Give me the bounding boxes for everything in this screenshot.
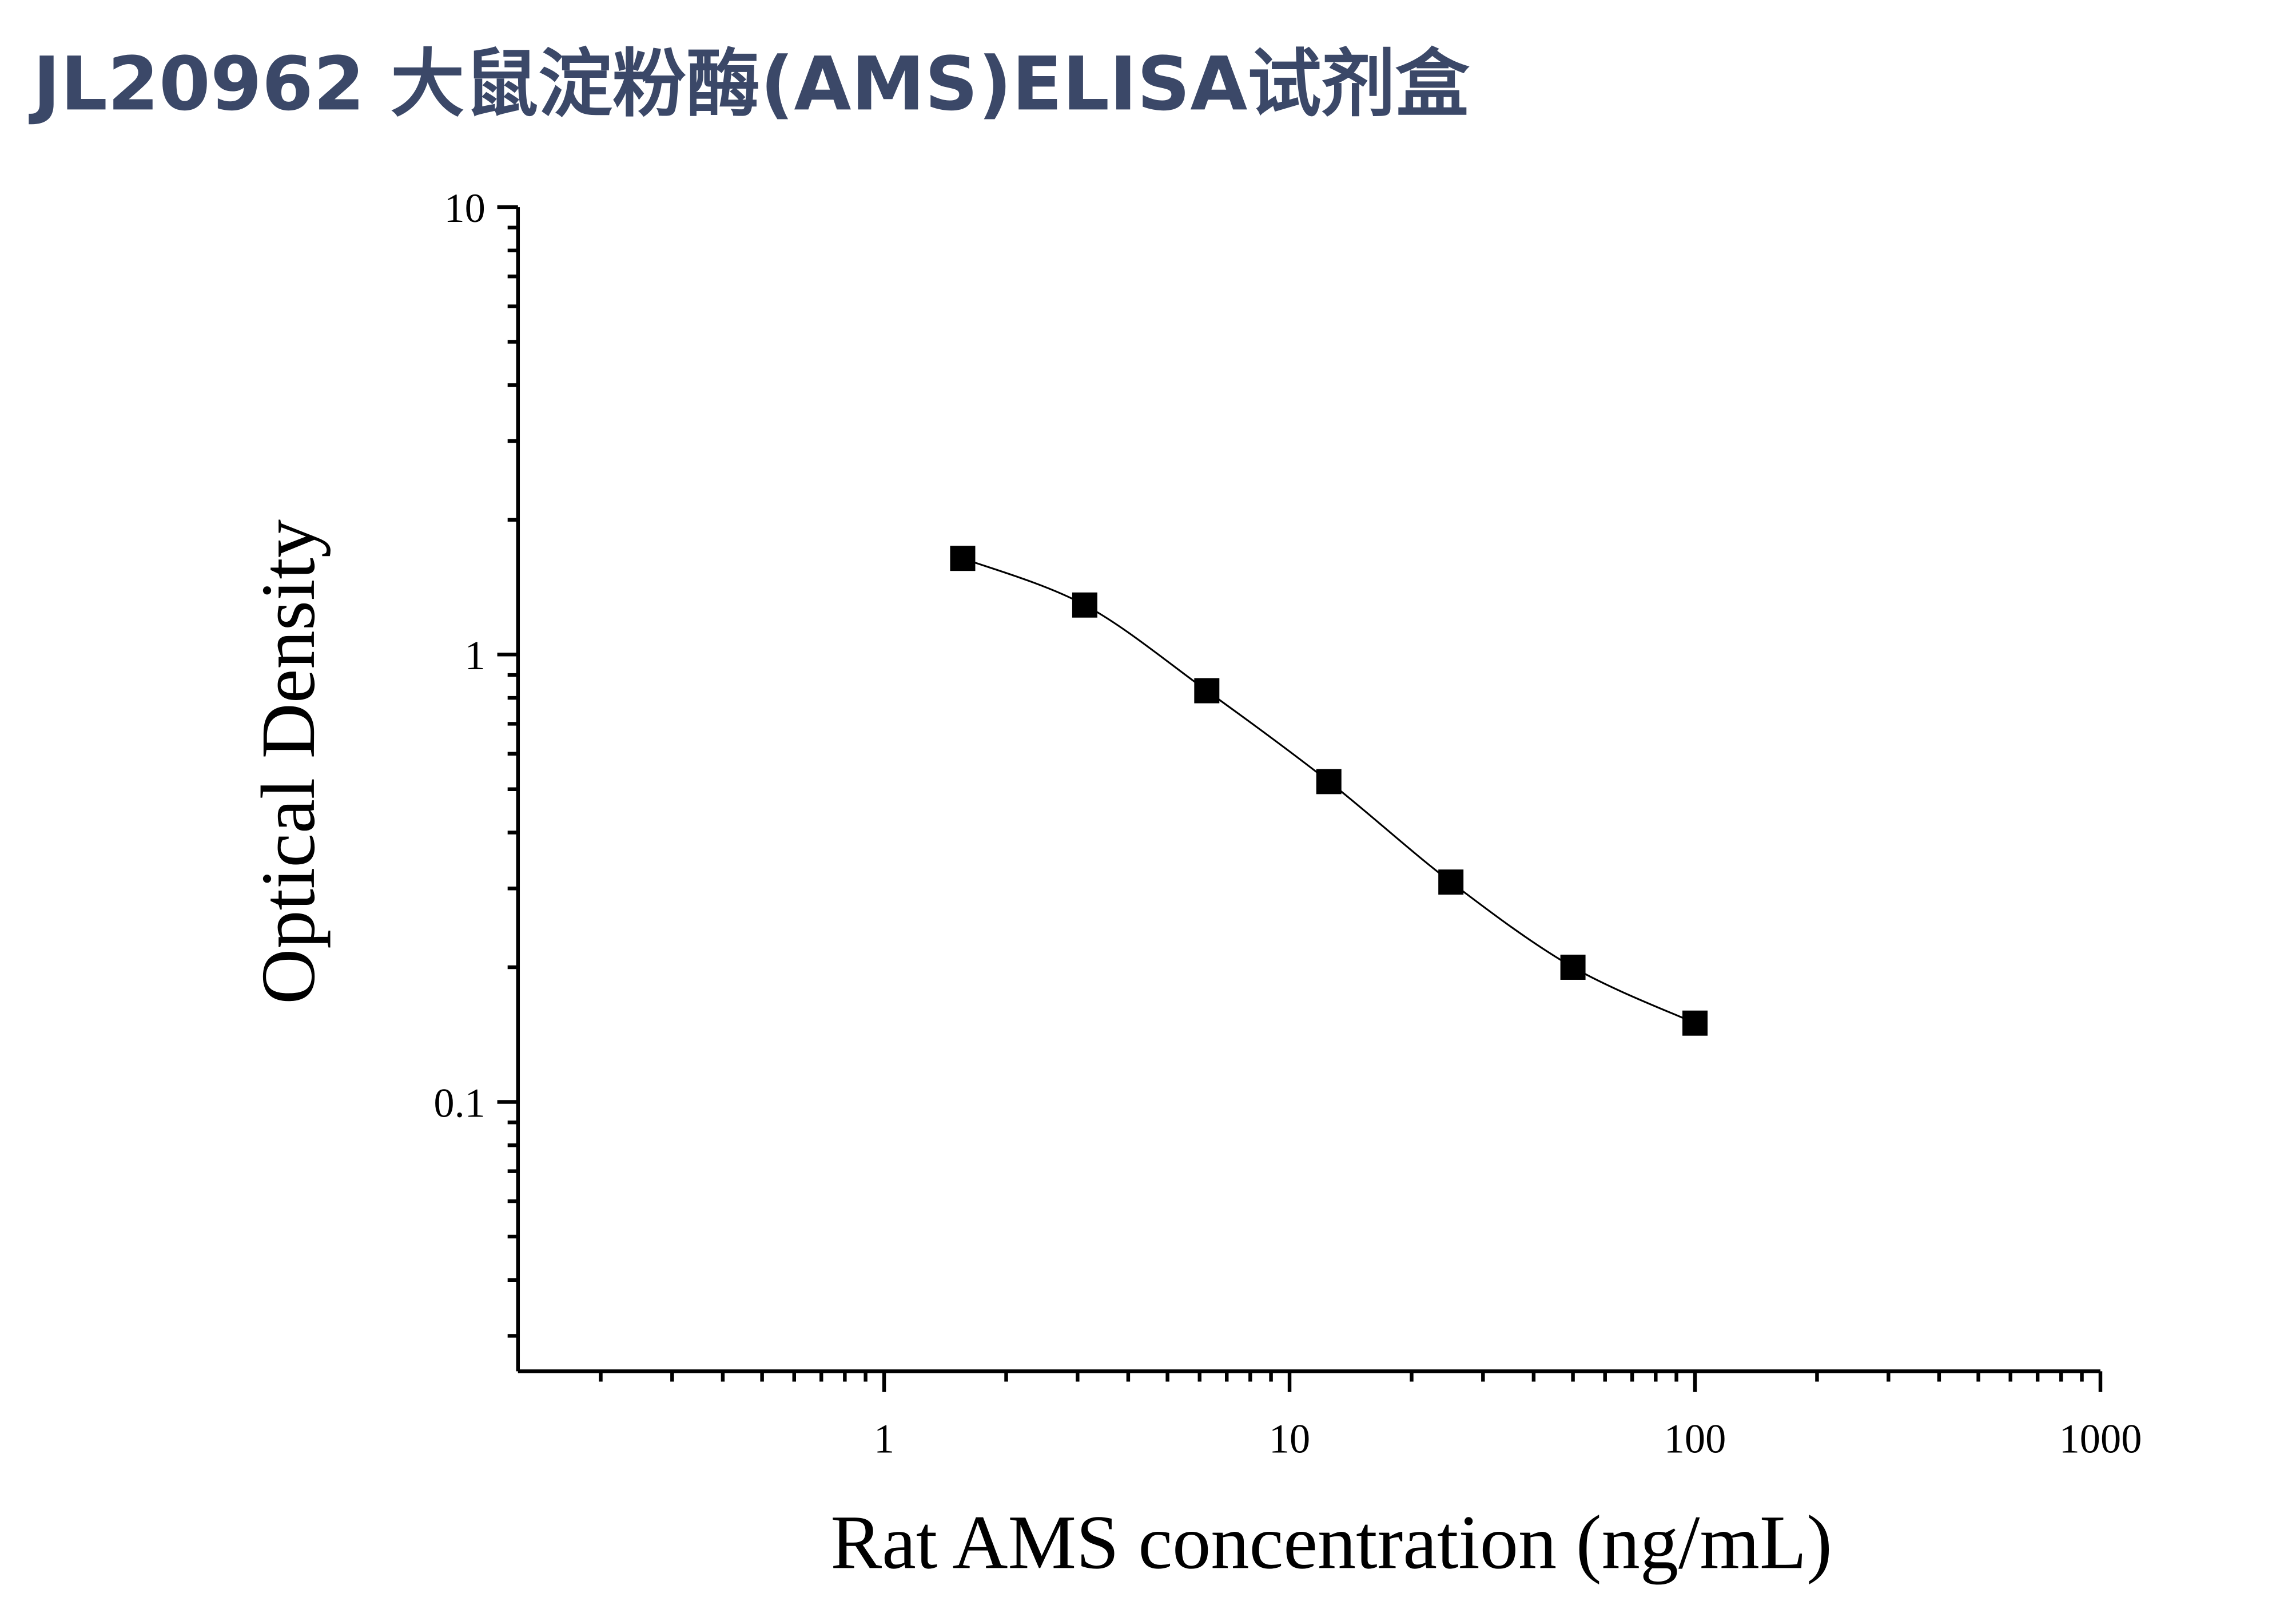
y-tick-label: 10 [444,185,485,231]
y-axis-label: Optical Density [246,519,331,1004]
data-point [1316,769,1342,794]
data-point [1682,1010,1708,1036]
y-tick-label: 0.1 [433,1079,486,1126]
x-tick-label: 100 [1664,1416,1726,1462]
x-axis-label: Rat AMS concentration (ng/mL) [830,1500,1832,1585]
x-tick-label: 1 [874,1416,894,1462]
x-tick-label: 1000 [2059,1416,2142,1462]
data-point [1194,678,1220,704]
data-point [1072,592,1097,618]
y-tick-label: 1 [465,632,486,678]
chart-title: JL20962 大鼠淀粉酶(AMS)ELISA试剂盒 [29,41,1470,127]
x-tick-label: 10 [1269,1416,1310,1462]
data-point [950,546,976,571]
data-point [1438,869,1464,895]
data-point [1560,955,1586,980]
